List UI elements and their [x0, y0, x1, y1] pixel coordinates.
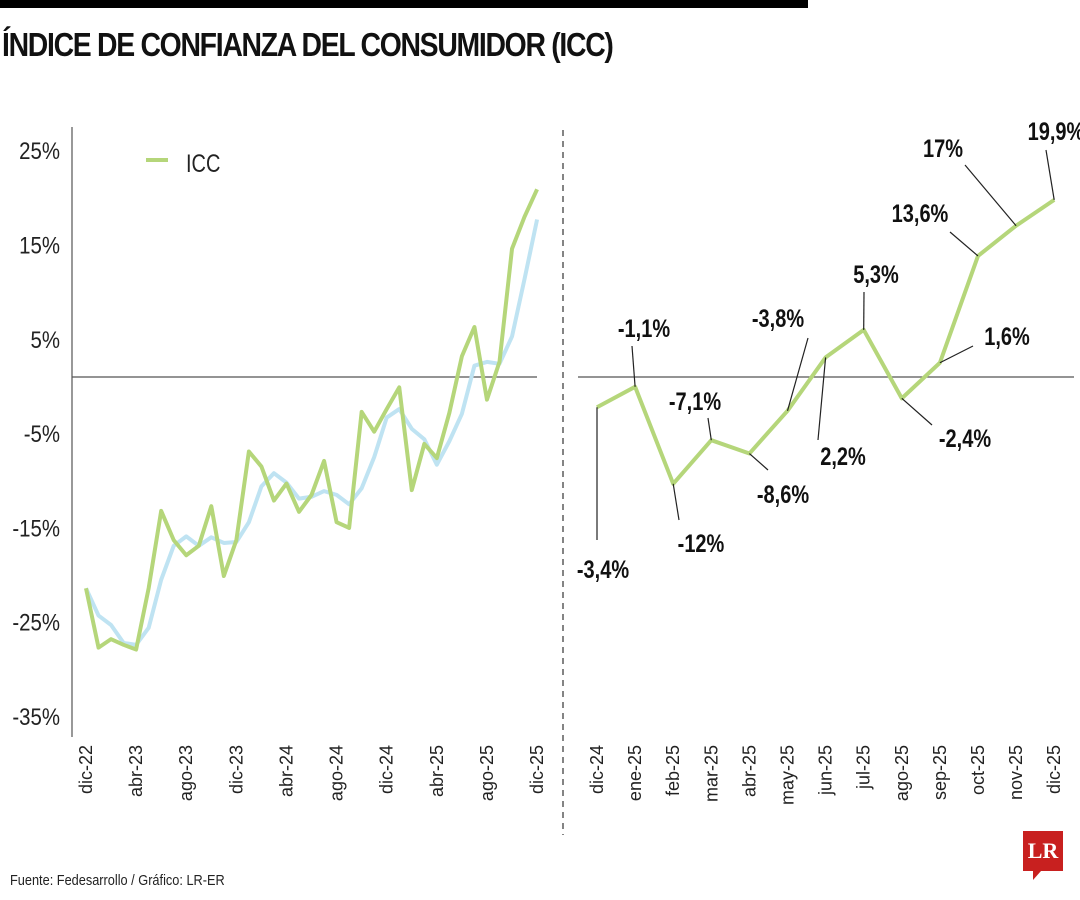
y-tick-label: -35%: [12, 703, 60, 730]
x-tick-label: jul-25: [854, 745, 874, 790]
data-label: -12%: [678, 530, 725, 558]
x-tick-label: ago-24: [327, 745, 347, 801]
leader-line: [1045, 149, 1055, 200]
data-label: 2,2%: [820, 443, 866, 471]
data-label: -3,8%: [752, 305, 804, 333]
data-label: 13,6%: [892, 200, 949, 228]
top-bar: [0, 0, 808, 8]
y-tick-label: -5%: [24, 421, 60, 448]
x-tick-label: feb-25: [663, 745, 683, 796]
leader-line: [672, 483, 680, 521]
x-tick-label: dic-24: [587, 745, 607, 794]
x-tick-label: abr-24: [276, 745, 296, 797]
data-label: 1,6%: [984, 323, 1030, 351]
x-tick-label: dic-25: [1044, 745, 1064, 794]
x-tick-label: ago-23: [176, 745, 196, 801]
source-note: Fuente: Fedesarrollo / Gráfico: LR-ER: [10, 872, 225, 889]
x-tick-label: dic-22: [76, 745, 96, 794]
data-label: 5,3%: [853, 261, 899, 289]
data-label: -8,6%: [757, 481, 809, 509]
leader-line: [964, 164, 1017, 227]
x-tick-label: oct-25: [968, 745, 988, 795]
y-tick-label: -15%: [12, 515, 60, 542]
x-tick-label: dic-23: [226, 745, 246, 794]
x-tick-label: mar-25: [701, 745, 721, 802]
data-label: -2,4%: [939, 425, 991, 453]
x-tick-label: ago-25: [477, 745, 497, 801]
leader-line: [939, 345, 974, 364]
data-label: -3,4%: [577, 556, 629, 584]
data-label: -7,1%: [669, 388, 721, 416]
x-tick-label: ene-25: [625, 745, 645, 801]
x-tick-label: sep-25: [930, 745, 950, 800]
leader-line: [786, 337, 809, 411]
x-tick-label: jun-25: [816, 745, 836, 796]
legend-label: ICC: [186, 150, 220, 178]
leader-line: [901, 397, 933, 426]
secondary-series-line: [84, 219, 540, 647]
y-tick-label: 25%: [19, 138, 60, 165]
icc-series-line: [84, 188, 539, 652]
x-tick-label: ago-25: [892, 745, 912, 801]
chart-title: ÍNDICE DE CONFIANZA DEL CONSUMIDOR (ICC): [2, 26, 614, 63]
leader-line: [749, 453, 769, 471]
x-tick-label: nov-25: [1006, 745, 1026, 800]
y-tick-label: 5%: [31, 326, 60, 353]
x-tick-label: abr-25: [739, 745, 759, 797]
x-tick-label: may-25: [778, 745, 798, 805]
x-tick-label: dic-25: [527, 745, 547, 794]
x-tick-label: abr-23: [126, 745, 146, 797]
x-tick-label: dic-24: [377, 745, 397, 794]
leader-line: [707, 417, 712, 441]
lr-logo: LR: [1023, 831, 1063, 880]
leader-line: [631, 345, 636, 387]
data-label: -1,1%: [618, 315, 670, 343]
leader-line: [817, 357, 827, 441]
data-label: 17%: [923, 135, 963, 163]
x-tick-label: abr-25: [427, 745, 447, 797]
y-tick-label: 15%: [19, 232, 60, 259]
y-tick-label: -25%: [12, 609, 60, 636]
leader-line: [949, 231, 979, 257]
data-label: 19,9%: [1028, 118, 1080, 146]
